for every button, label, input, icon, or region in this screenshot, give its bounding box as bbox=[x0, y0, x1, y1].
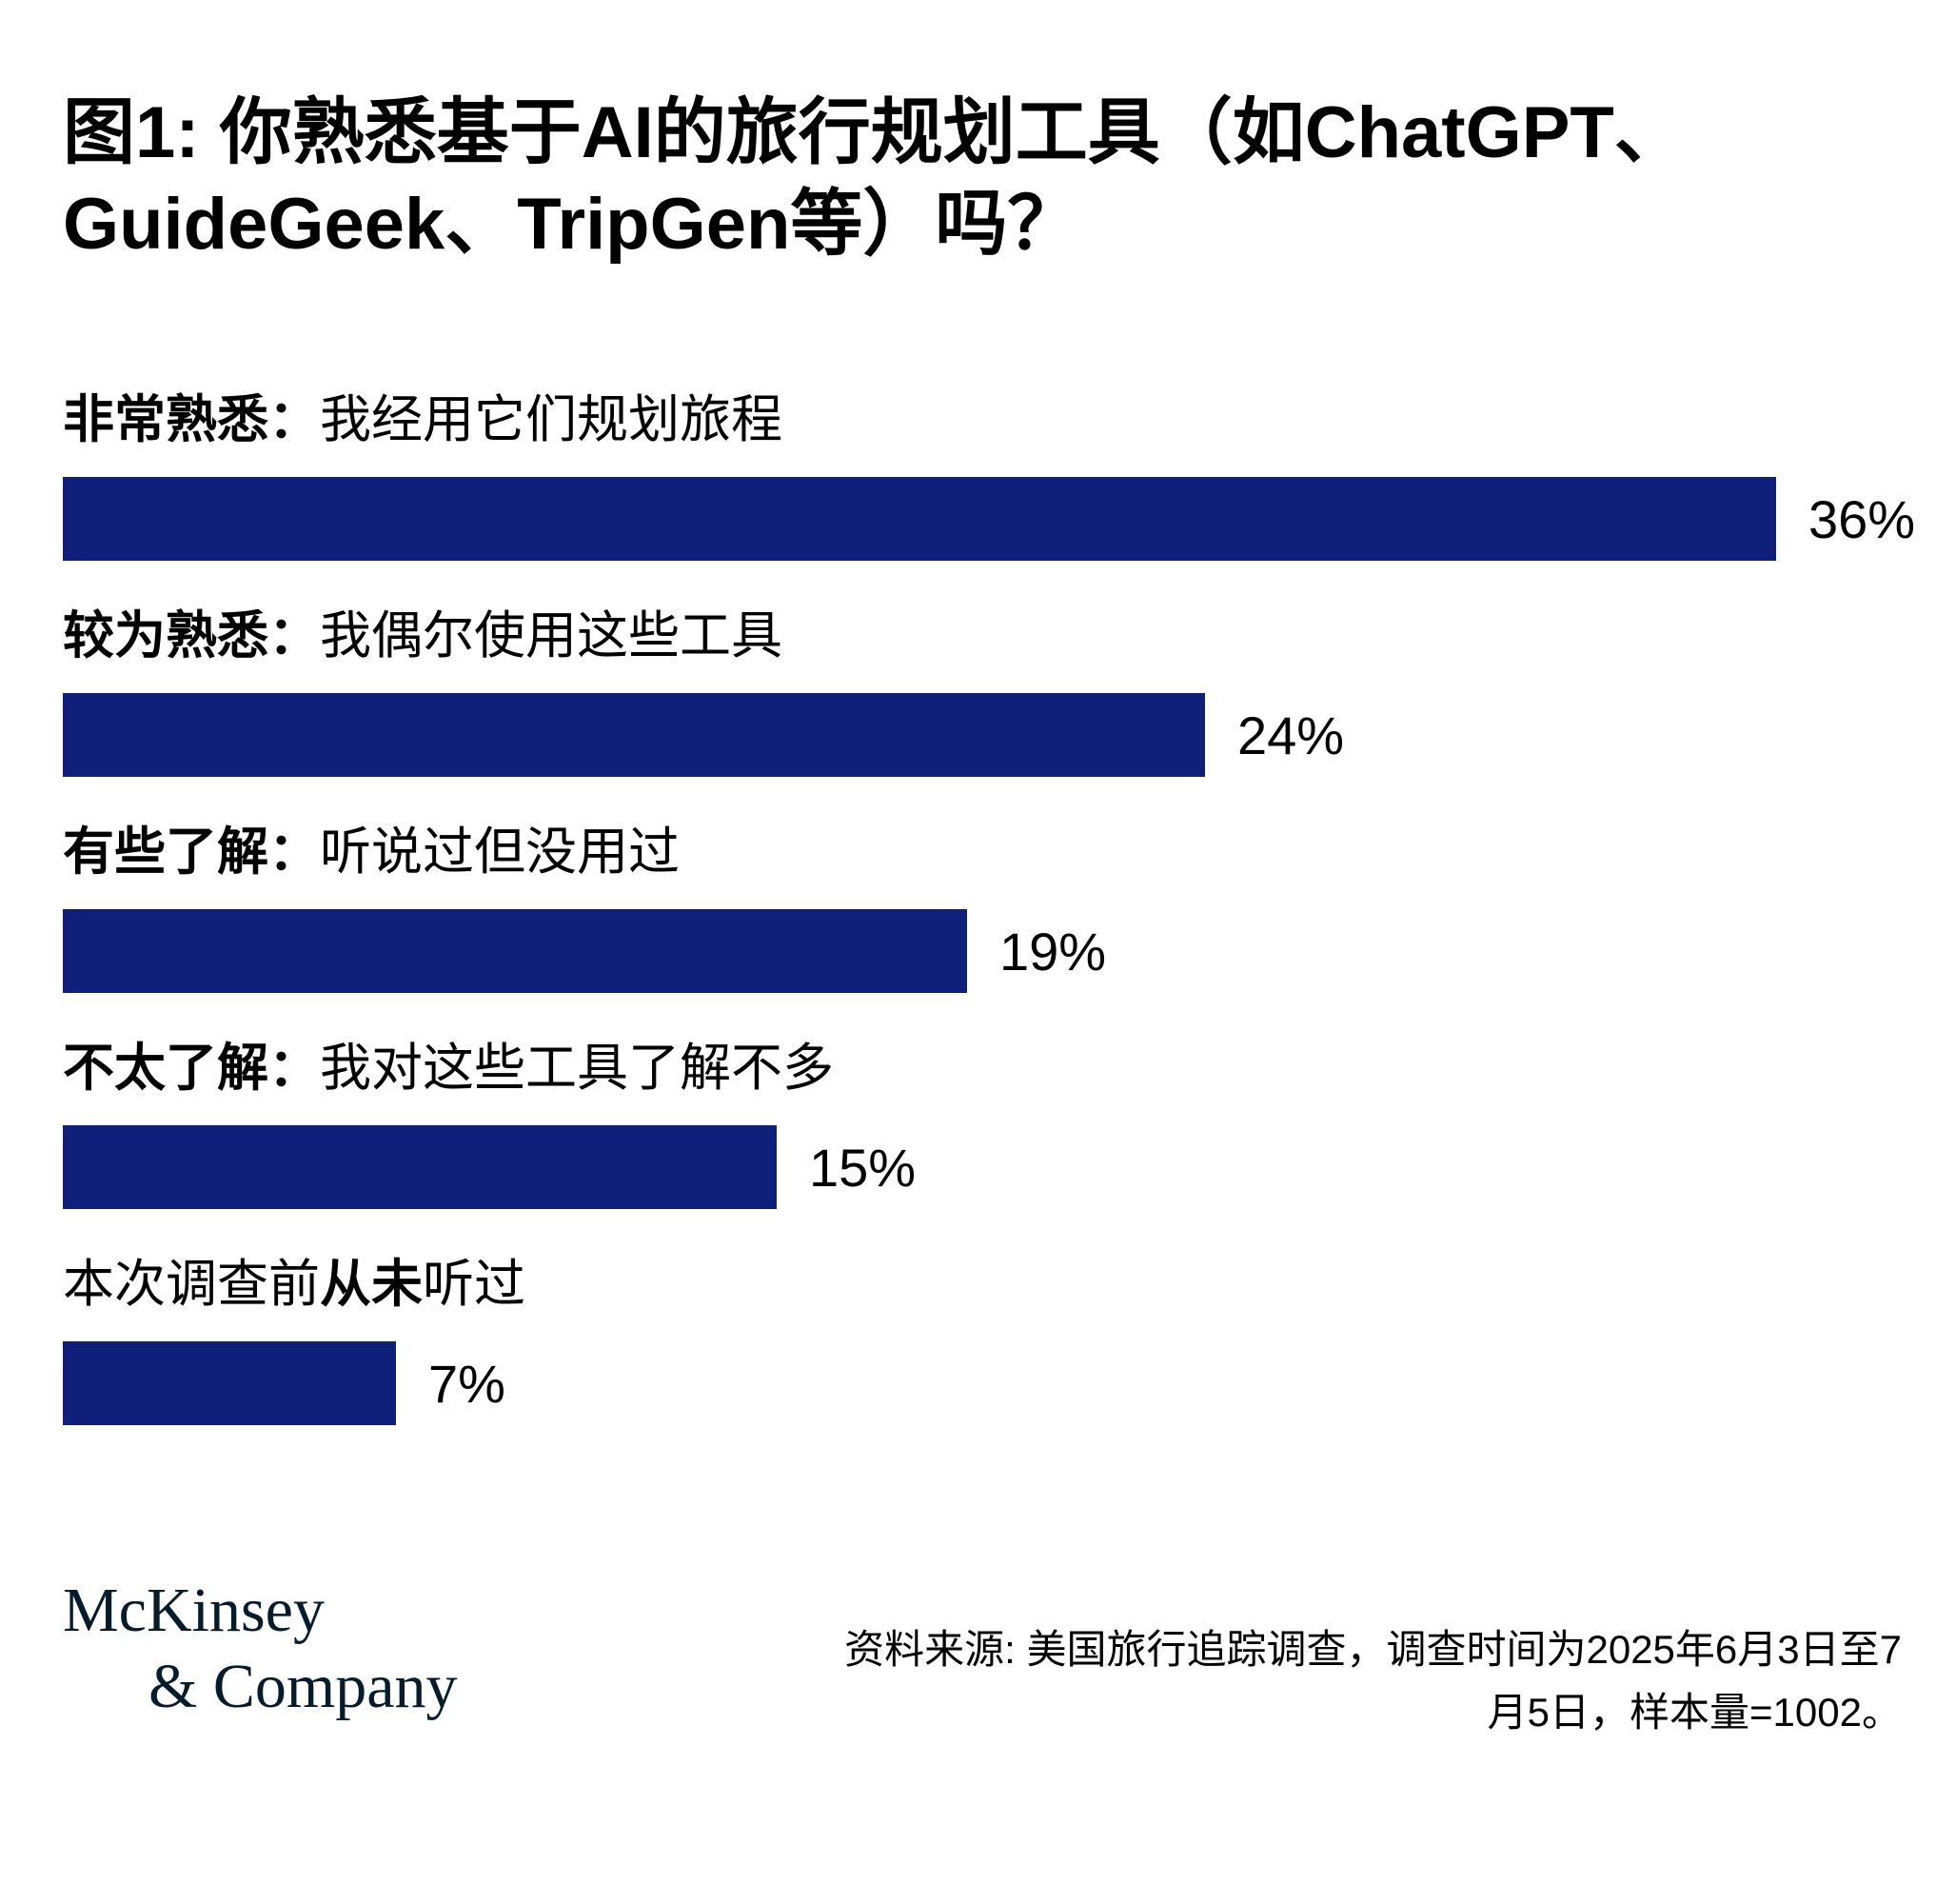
bar-chart-row: 较为熟悉：我偶尔使用这些工具 24% bbox=[63, 603, 1956, 777]
logo-line2: & Company bbox=[148, 1652, 458, 1721]
bar-row-label: 较为熟悉：我偶尔使用这些工具 bbox=[63, 603, 1956, 669]
bar bbox=[63, 1125, 777, 1209]
bar-row-label: 本次调查前从未听过 bbox=[63, 1251, 1956, 1318]
bar-line: 15% bbox=[63, 1125, 1956, 1209]
bar-line: 36% bbox=[63, 477, 1956, 561]
chart-title-line1: 图1: 你熟悉基于AI的旅行规划工具（如ChatGPT、 bbox=[63, 92, 1687, 173]
mckinsey-logo: McKinsey & Company bbox=[63, 1573, 458, 1725]
bar-chart-row: 非常熟悉：我经用它们规划旅程 36% bbox=[63, 387, 1956, 561]
bar-line: 7% bbox=[63, 1341, 1956, 1425]
bar-chart-row: 不太了解：我对这些工具了解不多 15% bbox=[63, 1035, 1956, 1209]
bar-line: 19% bbox=[63, 909, 1956, 993]
chart-title-line2: GuideGeek、TripGen等）吗？ bbox=[63, 184, 1080, 265]
label-segment: 我偶尔使用这些工具 bbox=[320, 607, 782, 664]
bar bbox=[63, 693, 1205, 777]
bar-value-label: 24% bbox=[1237, 704, 1345, 765]
label-segment: 较为熟悉： bbox=[63, 607, 320, 664]
bar-value-label: 15% bbox=[809, 1137, 917, 1198]
bar bbox=[63, 1341, 396, 1425]
label-segment: 本次调查前 bbox=[63, 1256, 320, 1313]
bar-chart-row: 本次调查前从未听过 7% bbox=[63, 1251, 1956, 1425]
bar bbox=[63, 477, 1776, 561]
bar-value-label: 19% bbox=[999, 921, 1107, 982]
label-segment: 不太了解： bbox=[63, 1040, 320, 1097]
label-segment: 听过 bbox=[423, 1256, 525, 1313]
bar-value-label: 7% bbox=[428, 1353, 505, 1414]
bar-row-label: 非常熟悉：我经用它们规划旅程 bbox=[63, 387, 1956, 453]
footer: McKinsey & Company 资料来源: 美国旅行追踪调查，调查时间为2… bbox=[63, 1573, 1956, 1744]
chart-title: 图1: 你熟悉基于AI的旅行规划工具（如ChatGPT、 GuideGeek、T… bbox=[63, 0, 1956, 270]
bar-chart-row: 有些了解：听说过但没用过 19% bbox=[63, 819, 1956, 993]
label-segment: 听说过但没用过 bbox=[320, 823, 680, 881]
label-segment: 我经用它们规划旅程 bbox=[320, 391, 782, 448]
bar-row-label: 不太了解：我对这些工具了解不多 bbox=[63, 1035, 1956, 1101]
label-segment: 非常熟悉： bbox=[63, 391, 320, 448]
bar-value-label: 36% bbox=[1808, 488, 1916, 549]
label-segment: 我对这些工具了解不多 bbox=[320, 1040, 834, 1097]
label-segment: 有些了解： bbox=[63, 823, 320, 881]
bar-chart: 非常熟悉：我经用它们规划旅程 36% 较为熟悉：我偶尔使用这些工具 24% 有些… bbox=[63, 387, 1956, 1425]
bar-line: 24% bbox=[63, 693, 1956, 777]
bar-row-label: 有些了解：听说过但没用过 bbox=[63, 819, 1956, 885]
bar bbox=[63, 909, 967, 993]
source-note: 资料来源: 美国旅行追踪调查，调查时间为2025年6月3日至7月5日，样本量=1… bbox=[844, 1627, 1902, 1735]
label-segment: 从未 bbox=[320, 1256, 423, 1313]
logo-line1: McKinsey bbox=[63, 1576, 325, 1645]
